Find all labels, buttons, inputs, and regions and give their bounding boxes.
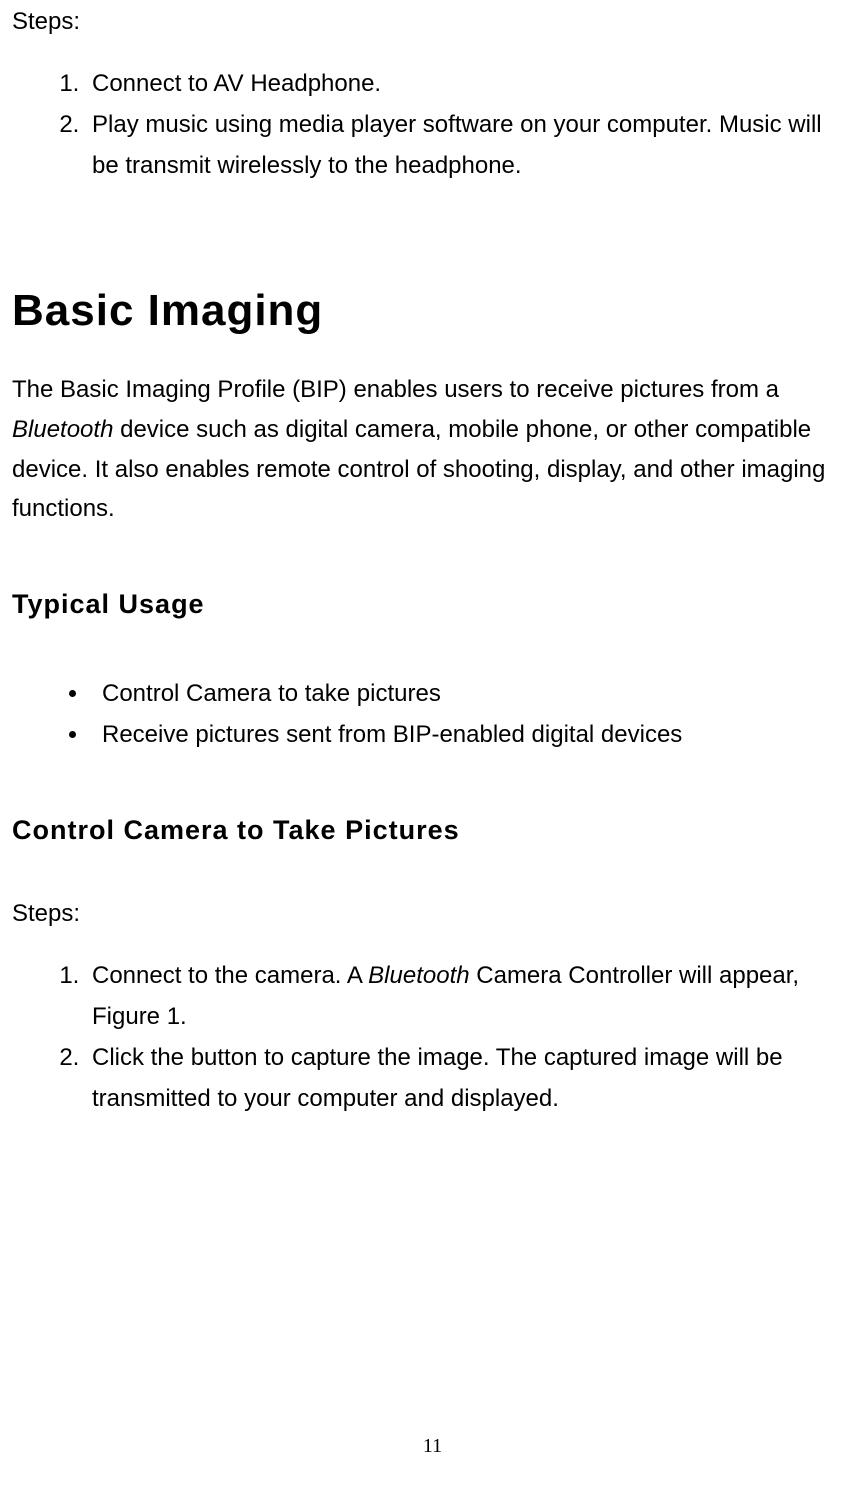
list-item: Receive pictures sent from BIP-enabled d… [90, 715, 853, 756]
step-text-em: Bluetooth [368, 962, 469, 989]
step-text-pre: Connect to the camera. A [92, 962, 368, 989]
list-item: Connect to AV Headphone. [86, 64, 853, 105]
subsection-control-camera: Control Camera to Take Pictures [12, 815, 853, 846]
intro-steps-label: Steps: [12, 8, 853, 36]
list-item: Control Camera to take pictures [90, 674, 853, 715]
typical-usage-list: Control Camera to take pictures Receive … [12, 674, 853, 756]
section-title-basic-imaging: Basic Imaging [12, 286, 853, 336]
intro-steps-list: Connect to AV Headphone. Play music usin… [12, 64, 853, 186]
page-number: 11 [0, 1435, 865, 1458]
body-text-pre: The Basic Imaging Profile (BIP) enables … [12, 376, 779, 403]
body-text-em: Bluetooth [12, 416, 113, 443]
control-steps-list: Connect to the camera. A Bluetooth Camer… [12, 956, 853, 1119]
list-item: Connect to the camera. A Bluetooth Camer… [86, 956, 853, 1038]
list-item: Click the button to capture the image. T… [86, 1038, 853, 1120]
body-text-post: device such as digital camera, mobile ph… [12, 416, 825, 522]
section-body: The Basic Imaging Profile (BIP) enables … [12, 370, 853, 528]
control-steps-label: Steps: [12, 900, 853, 928]
subsection-typical-usage: Typical Usage [12, 589, 853, 620]
list-item: Play music using media player software o… [86, 105, 853, 187]
